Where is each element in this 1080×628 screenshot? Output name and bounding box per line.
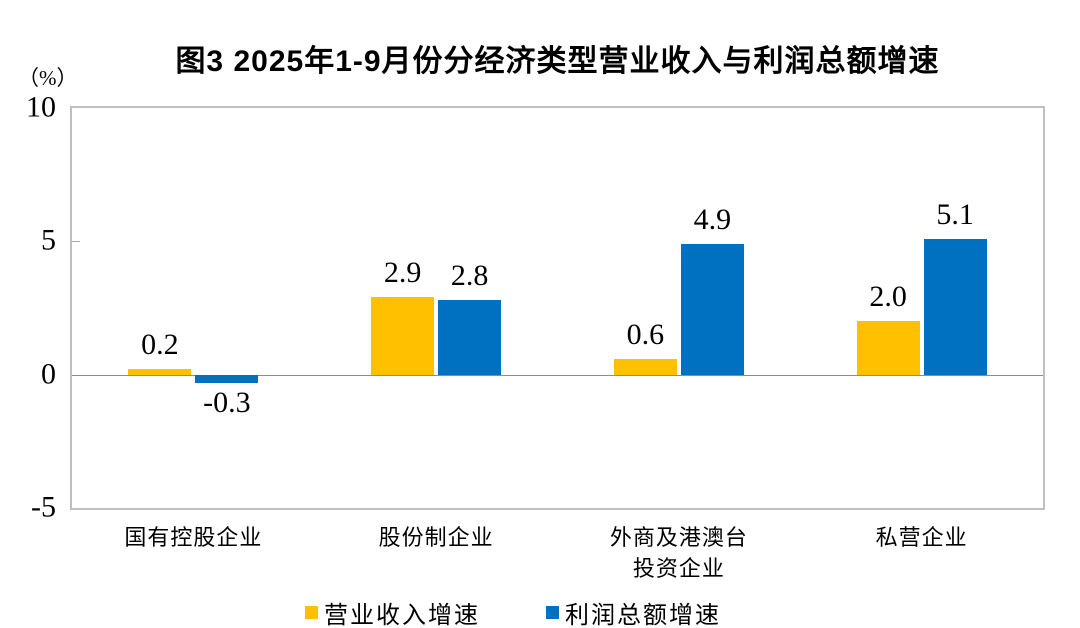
y-axis-tick-labels: 10 5 0 -5 — [0, 92, 62, 522]
legend-swatch-icon — [305, 606, 318, 619]
bar-value-label: 5.1 — [936, 197, 974, 231]
bar-series-2 — [438, 300, 502, 375]
x-category-label: 国有控股企业 — [124, 525, 263, 550]
bar-value-label: -0.3 — [203, 385, 251, 419]
y-axis-tick-mark — [72, 241, 80, 243]
legend-label: 营业收入增速 — [324, 603, 480, 628]
legend-item-1: 营业收入增速 — [305, 595, 480, 628]
bar-value-label: 0.2 — [141, 328, 179, 362]
x-category-label: 私营企业 — [875, 525, 968, 550]
legend: 营业收入增速 利润总额增速 — [0, 595, 1053, 628]
legend-item-2: 利润总额增速 — [546, 595, 721, 628]
bar-value-label: 2.8 — [450, 259, 489, 292]
legend-swatch-icon — [546, 606, 559, 619]
bar-value-label: 4.9 — [693, 203, 732, 236]
bar-value-label: 2.9 — [383, 256, 422, 290]
y-tick-label: 10 — [26, 90, 56, 124]
bar-series-2 — [195, 374, 259, 383]
x-category-label: 股份制企业 — [378, 525, 494, 550]
bar-series-1 — [128, 369, 192, 375]
y-tick-label: 0 — [41, 357, 56, 391]
chart-title: 图3 2025年1-9月份分经济类型营业收入与利润总额增速 — [175, 45, 940, 78]
bar-series-1 — [856, 321, 920, 375]
bar-value-label: 2.0 — [869, 280, 907, 314]
bar-series-2 — [680, 244, 744, 375]
bar-series-1 — [371, 297, 435, 375]
y-tick-label: 5 — [41, 223, 56, 257]
x-category-label: 外商及港澳台 投资企业 — [609, 525, 748, 581]
y-axis-unit-label: （%） — [18, 66, 78, 90]
bar-series-2 — [923, 238, 987, 375]
zero-axis-line — [72, 374, 1043, 376]
y-tick-label: -5 — [31, 490, 56, 524]
legend-label: 利润总额增速 — [565, 603, 721, 628]
bar-series-1 — [613, 358, 677, 375]
x-axis-category-labels: 国有控股企业 股份制企业 外商及港澳台 投资企业 私营企业 — [72, 522, 1043, 594]
plot-area: 0.2 -0.3 2.9 2.8 0.6 4.9 2.0 5.1 — [70, 106, 1045, 510]
bar-value-label: 0.6 — [626, 317, 665, 351]
